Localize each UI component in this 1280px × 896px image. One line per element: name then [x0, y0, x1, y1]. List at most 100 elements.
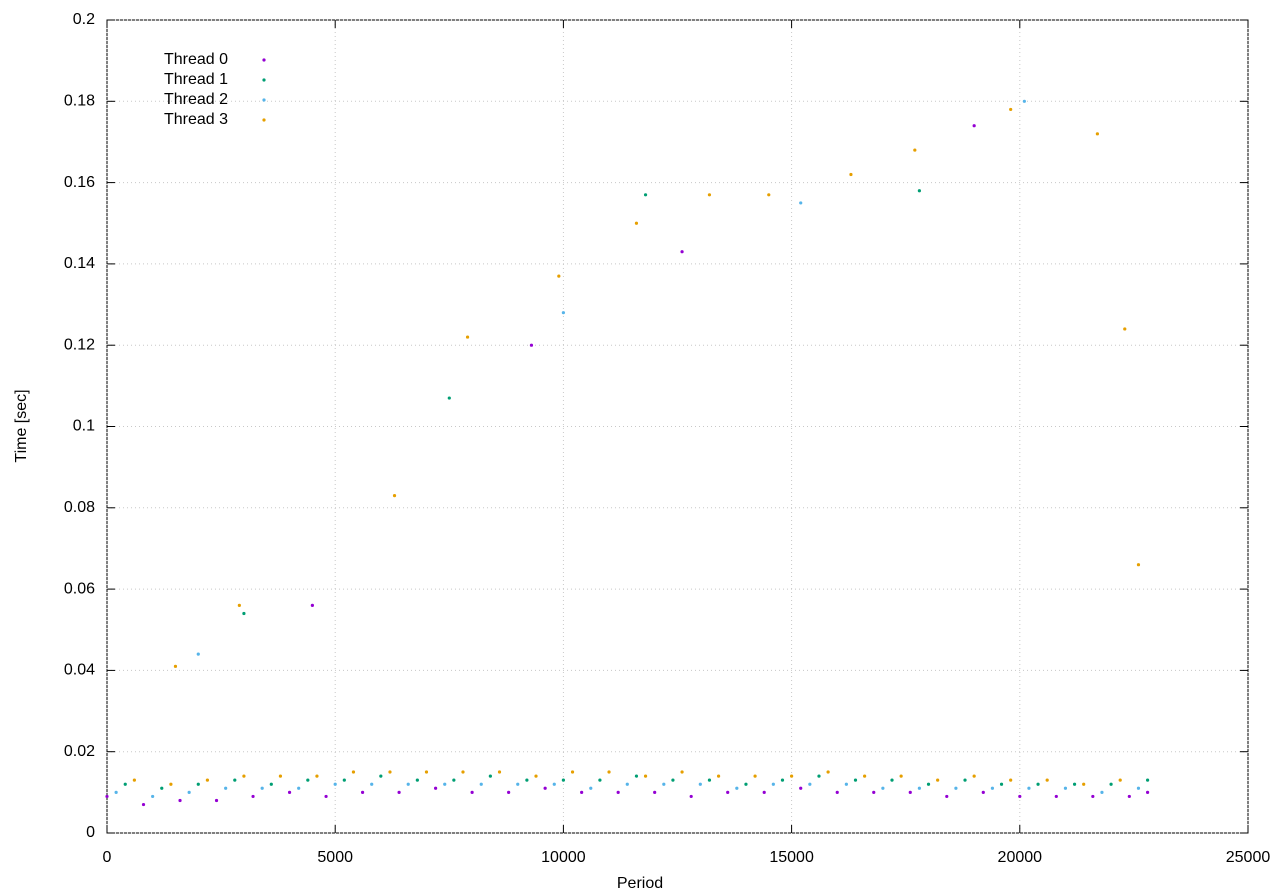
point: [598, 778, 602, 782]
legend-label: Thread 0: [164, 51, 228, 68]
legend-label: Thread 1: [164, 71, 228, 88]
point: [913, 148, 917, 152]
point: [1100, 790, 1104, 794]
point: [936, 778, 940, 782]
point: [388, 770, 392, 774]
point: [1123, 327, 1127, 331]
point: [1082, 782, 1086, 786]
point: [132, 778, 136, 782]
point: [360, 790, 365, 794]
y-tick-label: 0.06: [64, 580, 95, 597]
point: [1136, 563, 1141, 567]
legend-label: Thread 3: [164, 111, 228, 128]
point: [1045, 778, 1049, 782]
point: [849, 172, 853, 177]
point: [625, 782, 629, 786]
point: [1027, 786, 1031, 790]
point: [260, 786, 264, 790]
point: [397, 790, 401, 794]
point: [689, 794, 693, 799]
point: [589, 786, 593, 790]
point: [771, 782, 775, 786]
point: [242, 774, 246, 778]
point: [890, 778, 894, 782]
point: [680, 770, 684, 774]
point: [151, 794, 155, 799]
point: [105, 794, 109, 799]
point: [799, 201, 803, 205]
point: [753, 774, 757, 778]
point: [826, 770, 830, 774]
point: [470, 790, 474, 794]
point: [881, 786, 885, 790]
point: [634, 221, 639, 225]
point: [379, 774, 383, 778]
x-tick-label: 0: [103, 849, 112, 866]
legend-label: Thread 2: [164, 91, 228, 108]
point: [233, 778, 237, 782]
point: [434, 786, 438, 790]
point: [1054, 794, 1058, 799]
point: [707, 193, 712, 197]
y-tick-label: 0: [86, 824, 95, 841]
point: [516, 782, 520, 786]
point: [424, 770, 429, 774]
point: [543, 786, 547, 790]
point: [853, 778, 858, 782]
point: [278, 774, 283, 778]
point: [908, 790, 912, 794]
point: [552, 782, 556, 786]
point: [1091, 794, 1095, 799]
point: [835, 790, 839, 794]
point: [972, 124, 976, 128]
y-tick-label: 0.14: [64, 255, 95, 272]
y-tick-label: 0.04: [64, 662, 95, 679]
point: [187, 790, 191, 794]
point: [160, 786, 164, 790]
point: [465, 335, 470, 339]
point: [178, 798, 182, 803]
point: [954, 786, 958, 790]
point: [1022, 99, 1026, 103]
x-tick-label: 5000: [317, 849, 353, 866]
y-tick-label: 0.18: [64, 93, 95, 110]
point: [1127, 794, 1131, 799]
point: [297, 786, 301, 790]
point: [662, 782, 666, 786]
point: [634, 774, 639, 778]
point: [196, 782, 200, 786]
point: [205, 778, 210, 782]
point: [1136, 786, 1141, 790]
point: [643, 774, 648, 778]
point: [287, 790, 292, 794]
point: [529, 343, 534, 347]
plot-frame: [106, 19, 1249, 834]
point: [716, 774, 721, 778]
point: [1036, 782, 1040, 786]
point: [1009, 778, 1013, 782]
point: [707, 778, 712, 782]
point: [945, 794, 949, 799]
point: [917, 189, 921, 193]
point: [370, 782, 374, 786]
point: [392, 494, 397, 498]
point: [767, 193, 771, 197]
point: [557, 274, 561, 278]
point: [141, 802, 146, 807]
point: [1145, 790, 1150, 794]
point: [237, 603, 241, 607]
point: [534, 774, 538, 778]
point: [790, 774, 794, 778]
point: [981, 790, 985, 794]
point: [488, 774, 492, 778]
point: [447, 396, 451, 400]
point: [1018, 794, 1022, 799]
point: [1109, 782, 1113, 786]
point: [616, 790, 620, 794]
point: [872, 790, 876, 794]
point: [251, 794, 255, 799]
legend-marker: [262, 98, 266, 102]
point: [926, 782, 931, 786]
point: [990, 786, 995, 790]
